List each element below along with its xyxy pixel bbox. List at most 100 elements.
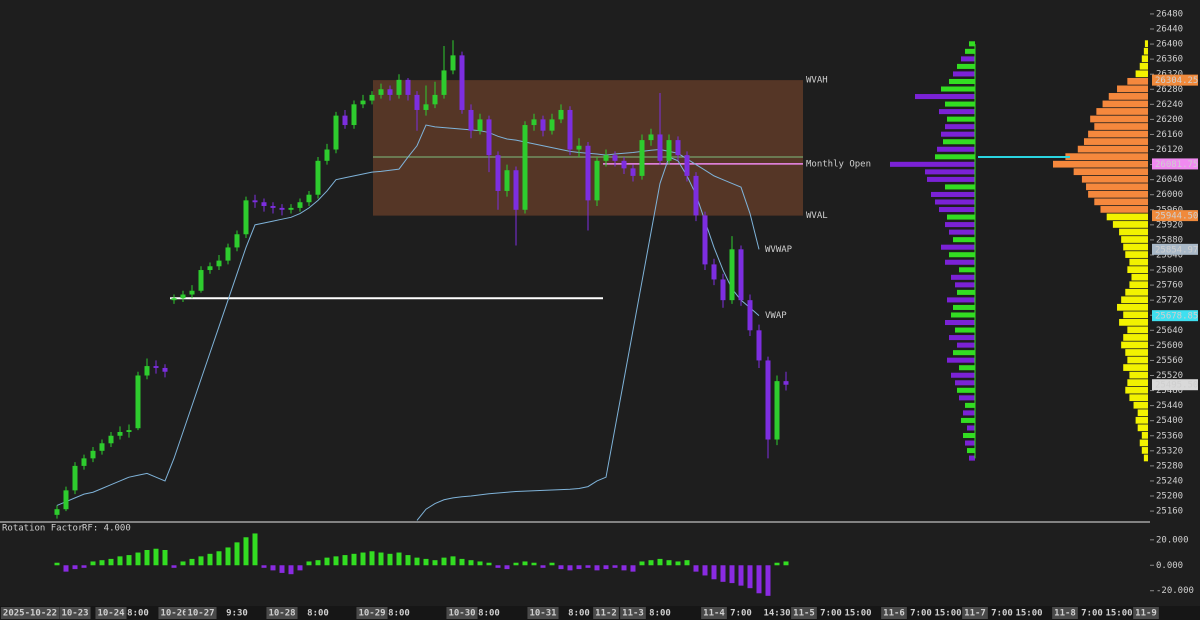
candle-body xyxy=(540,119,546,131)
indicator-bar xyxy=(603,565,609,570)
y-tick-label: 25320 xyxy=(1156,446,1183,456)
indicator-bar xyxy=(558,565,564,570)
indicator-bar xyxy=(126,555,132,566)
profile-bar xyxy=(1144,40,1148,48)
profile-bar xyxy=(1100,206,1148,213)
delta-profile-bar xyxy=(953,237,975,243)
profile-bar xyxy=(1125,288,1148,296)
overlay-line xyxy=(416,156,760,521)
delta-profile-bar xyxy=(967,425,975,431)
y-tick-label: 25240 xyxy=(1156,476,1183,486)
y-tick-label: 26200 xyxy=(1156,115,1183,125)
y-tick-label: 25800 xyxy=(1156,266,1183,276)
x-tick-label: 15:00 xyxy=(1015,609,1042,619)
candle-body xyxy=(198,270,204,291)
profile-bar xyxy=(1121,296,1148,304)
price-marker-label: 26304.25 xyxy=(1155,76,1198,86)
profile-bar xyxy=(1117,303,1148,311)
delta-profile-bar xyxy=(965,48,975,54)
x-tick-label: 8:00 xyxy=(478,609,500,619)
candle-body xyxy=(126,430,132,432)
indicator-bar xyxy=(234,542,240,566)
y-tick-label: 25880 xyxy=(1156,235,1183,245)
y-tick-label: 25640 xyxy=(1156,326,1183,336)
candle-body xyxy=(351,104,357,126)
delta-profile-bar xyxy=(949,78,975,84)
indicator-bar xyxy=(144,550,150,566)
delta-profile-bar xyxy=(925,169,975,175)
y-tick-label: 25760 xyxy=(1156,281,1183,291)
delta-profile-bar xyxy=(951,312,975,318)
delta-profile-bar xyxy=(949,335,975,341)
y-tick-label: 25200 xyxy=(1156,492,1183,502)
y-tick-label: 26240 xyxy=(1156,100,1183,110)
x-tick-label: 11-5 xyxy=(793,609,815,619)
delta-profile-bar xyxy=(957,387,975,393)
delta-profile-bar xyxy=(945,320,975,326)
indicator-bar xyxy=(513,562,519,566)
x-tick-label: 2025-10-22 xyxy=(3,609,57,619)
x-tick-label: 7:00 xyxy=(991,609,1013,619)
delta-profile-bar xyxy=(939,207,975,213)
y-tick-label: 25280 xyxy=(1156,461,1183,471)
candle-body xyxy=(54,509,60,515)
monthly-open-label: Monthly Open xyxy=(806,159,871,169)
indicator-bar xyxy=(216,551,222,566)
indicator-bar xyxy=(567,565,573,571)
x-tick-label: 7:00 xyxy=(1081,609,1103,619)
y-tick-label: 25720 xyxy=(1156,296,1183,306)
x-tick-label: 15:00 xyxy=(934,609,961,619)
indicator-title: Rotation Factor xyxy=(2,524,84,534)
indicator-bar xyxy=(612,565,618,568)
value-area-high-label: WVAH xyxy=(806,76,828,86)
profile-bar xyxy=(1108,93,1148,100)
candle-body xyxy=(90,450,96,459)
indicator-bar xyxy=(621,565,627,571)
candle-body xyxy=(279,207,285,210)
candle-body xyxy=(405,79,411,95)
indicator-bar xyxy=(774,562,780,566)
delta-profile-bar xyxy=(955,282,975,288)
x-tick-date-box xyxy=(527,607,559,619)
x-tick-label: 10-29 xyxy=(358,609,385,619)
candle-body xyxy=(189,290,195,295)
candle-body xyxy=(612,155,618,161)
candle-body xyxy=(639,140,645,176)
candle-body xyxy=(387,89,393,95)
delta-profile-bar xyxy=(957,289,975,295)
candle-body xyxy=(693,175,699,216)
profile-bar xyxy=(1127,77,1148,85)
candle-body xyxy=(657,134,663,161)
profile-bar xyxy=(1127,326,1148,334)
delta-profile-bar xyxy=(935,154,975,160)
candle-body xyxy=(153,366,159,368)
indicator-readout: RF: 4.000 xyxy=(82,524,131,534)
x-tick-date-box xyxy=(446,607,478,619)
x-tick-label: 11-8 xyxy=(1054,609,1076,619)
candle-body xyxy=(729,249,735,301)
indicator-bar xyxy=(648,560,654,566)
profile-bar xyxy=(1121,236,1148,243)
candle-body xyxy=(333,115,339,150)
delta-profile-bar xyxy=(945,184,975,190)
delta-profile-bar xyxy=(969,455,975,461)
candle-body xyxy=(135,375,141,429)
indicator-bar xyxy=(333,556,339,566)
indicator-bar xyxy=(243,537,249,566)
profile-bar xyxy=(1129,281,1148,289)
indicator-bar xyxy=(396,552,402,566)
profile-bar xyxy=(1137,409,1148,417)
candle-body xyxy=(666,140,672,161)
candle-body xyxy=(324,149,330,161)
delta-profile-bar xyxy=(965,402,975,408)
indicator-bar xyxy=(54,562,60,566)
delta-profile-bar xyxy=(941,86,975,92)
indicator-bar xyxy=(378,552,384,566)
profile-bar xyxy=(1139,439,1148,447)
candle-body xyxy=(450,55,456,71)
candle-body xyxy=(684,155,690,176)
candle-body xyxy=(549,119,555,131)
profile-bar xyxy=(1127,266,1148,274)
